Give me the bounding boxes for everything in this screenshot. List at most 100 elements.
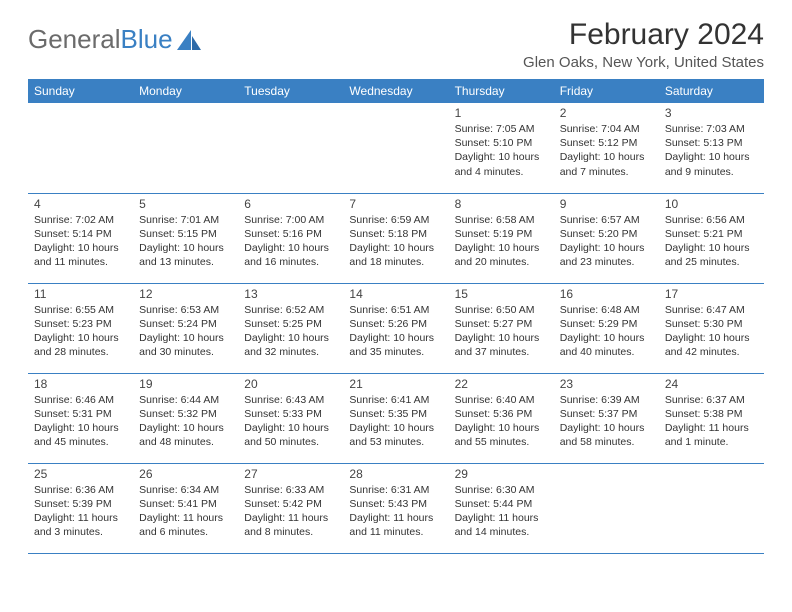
day-info-line: Sunset: 5:24 PM [139,317,232,331]
day-info: Sunrise: 6:51 AMSunset: 5:26 PMDaylight:… [349,303,442,360]
day-info-line: Daylight: 10 hours [34,241,127,255]
day-info-line: Daylight: 10 hours [455,150,548,164]
day-info-line: Daylight: 10 hours [349,421,442,435]
calendar-day-cell [238,103,343,193]
day-info-line: and 16 minutes. [244,255,337,269]
day-info: Sunrise: 6:44 AMSunset: 5:32 PMDaylight:… [139,393,232,450]
day-info-line: Sunrise: 6:56 AM [665,213,758,227]
day-number: 20 [244,377,337,391]
day-number: 15 [455,287,548,301]
day-number: 16 [560,287,653,301]
day-info: Sunrise: 6:43 AMSunset: 5:33 PMDaylight:… [244,393,337,450]
day-info-line: Sunset: 5:18 PM [349,227,442,241]
calendar-day-cell: 25Sunrise: 6:36 AMSunset: 5:39 PMDayligh… [28,463,133,553]
day-info-line: Daylight: 10 hours [560,241,653,255]
day-info: Sunrise: 6:57 AMSunset: 5:20 PMDaylight:… [560,213,653,270]
day-info-line: Sunset: 5:16 PM [244,227,337,241]
calendar-day-cell: 19Sunrise: 6:44 AMSunset: 5:32 PMDayligh… [133,373,238,463]
day-info-line: Daylight: 10 hours [665,331,758,345]
day-info: Sunrise: 6:34 AMSunset: 5:41 PMDaylight:… [139,483,232,540]
day-number: 12 [139,287,232,301]
day-info-line: Sunset: 5:15 PM [139,227,232,241]
day-info-line: and 20 minutes. [455,255,548,269]
day-info-line: Sunset: 5:27 PM [455,317,548,331]
day-number: 22 [455,377,548,391]
day-info: Sunrise: 6:31 AMSunset: 5:43 PMDaylight:… [349,483,442,540]
day-info-line: Sunset: 5:37 PM [560,407,653,421]
day-info-line: Sunset: 5:23 PM [34,317,127,331]
day-info-line: and 58 minutes. [560,435,653,449]
day-info-line: Sunrise: 7:00 AM [244,213,337,227]
day-info-line: Sunset: 5:33 PM [244,407,337,421]
day-info: Sunrise: 6:33 AMSunset: 5:42 PMDaylight:… [244,483,337,540]
weekday-header: Friday [554,79,659,103]
day-info-line: Daylight: 10 hours [139,241,232,255]
day-info-line: and 45 minutes. [34,435,127,449]
day-info-line: Sunset: 5:29 PM [560,317,653,331]
calendar-day-cell: 27 Sunrise: 6:33 AMSunset: 5:42 PMDayligh… [238,463,343,553]
day-info-line: Sunrise: 6:39 AM [560,393,653,407]
day-info-line: and 28 minutes. [34,345,127,359]
day-number: 27 [244,467,337,481]
day-info-line: Daylight: 10 hours [244,331,337,345]
day-info-line: Sunrise: 6:58 AM [455,213,548,227]
day-info: Sunrise: 6:50 AMSunset: 5:27 PMDaylight:… [455,303,548,360]
day-info-line: Sunrise: 6:51 AM [349,303,442,317]
weekday-header: Wednesday [343,79,448,103]
day-info-line: Sunrise: 6:55 AM [34,303,127,317]
calendar-day-cell: 6Sunrise: 7:00 AMSunset: 5:16 PMDaylight… [238,193,343,283]
day-info-line: Daylight: 10 hours [560,150,653,164]
day-info: Sunrise: 6:40 AMSunset: 5:36 PMDaylight:… [455,393,548,450]
day-info-line: Daylight: 10 hours [455,421,548,435]
day-info-line: Daylight: 10 hours [349,331,442,345]
calendar-week-row: 1Sunrise: 7:05 AMSunset: 5:10 PMDaylight… [28,103,764,193]
calendar-day-cell [554,463,659,553]
day-info-line: Sunrise: 7:03 AM [665,122,758,136]
day-info-line: and 1 minute. [665,435,758,449]
day-info-line: and 37 minutes. [455,345,548,359]
day-number: 25 [34,467,127,481]
day-info-line: Sunset: 5:43 PM [349,497,442,511]
day-number: 13 [244,287,337,301]
day-info-line: Sunset: 5:14 PM [34,227,127,241]
day-info-line: Sunset: 5:30 PM [665,317,758,331]
day-info: Sunrise: 6:53 AMSunset: 5:24 PMDaylight:… [139,303,232,360]
day-info-line: Sunset: 5:32 PM [139,407,232,421]
day-info: Sunrise: 7:02 AMSunset: 5:14 PMDaylight:… [34,213,127,270]
day-info-line: Daylight: 11 hours [244,511,337,525]
calendar-day-cell: 18Sunrise: 6:46 AMSunset: 5:31 PMDayligh… [28,373,133,463]
brand-text: GeneralBlue [28,24,173,55]
calendar-day-cell [28,103,133,193]
day-info-line: Sunset: 5:42 PM [244,497,337,511]
day-info-line: Sunrise: 6:57 AM [560,213,653,227]
day-info-line: Daylight: 10 hours [349,241,442,255]
calendar-day-cell: 12 Sunrise: 6:53 AMSunset: 5:24 PMDayligh… [133,283,238,373]
day-info: Sunrise: 6:56 AMSunset: 5:21 PMDaylight:… [665,213,758,270]
day-info-line: and 48 minutes. [139,435,232,449]
day-number: 14 [349,287,442,301]
day-info-line: Daylight: 10 hours [560,421,653,435]
calendar-day-cell: 20 Sunrise: 6:43 AMSunset: 5:33 PMDayligh… [238,373,343,463]
brand-part1: General [28,24,121,54]
day-info-line: Daylight: 10 hours [34,421,127,435]
day-info-line: Sunrise: 7:04 AM [560,122,653,136]
day-info-line: and 3 minutes. [34,525,127,539]
day-number: 17 [665,287,758,301]
day-info-line: and 25 minutes. [665,255,758,269]
sail-icon [177,30,201,50]
calendar-day-cell [659,463,764,553]
day-info-line: and 4 minutes. [455,165,548,179]
day-info-line: Daylight: 11 hours [139,511,232,525]
day-info-line: Daylight: 10 hours [455,241,548,255]
day-info-line: Sunset: 5:25 PM [244,317,337,331]
day-info-line: Daylight: 10 hours [244,421,337,435]
day-info-line: Sunrise: 6:34 AM [139,483,232,497]
day-info-line: Daylight: 11 hours [665,421,758,435]
calendar-day-cell: 3Sunrise: 7:03 AMSunset: 5:13 PMDaylight… [659,103,764,193]
month-title: February 2024 [523,18,764,52]
calendar-day-cell: 4Sunrise: 7:02 AMSunset: 5:14 PMDaylight… [28,193,133,283]
day-info-line: Daylight: 11 hours [455,511,548,525]
calendar-day-cell: 11Sunrise: 6:55 AMSunset: 5:23 PMDayligh… [28,283,133,373]
brand-logo: GeneralBlue [28,18,201,55]
day-info-line: and 30 minutes. [139,345,232,359]
